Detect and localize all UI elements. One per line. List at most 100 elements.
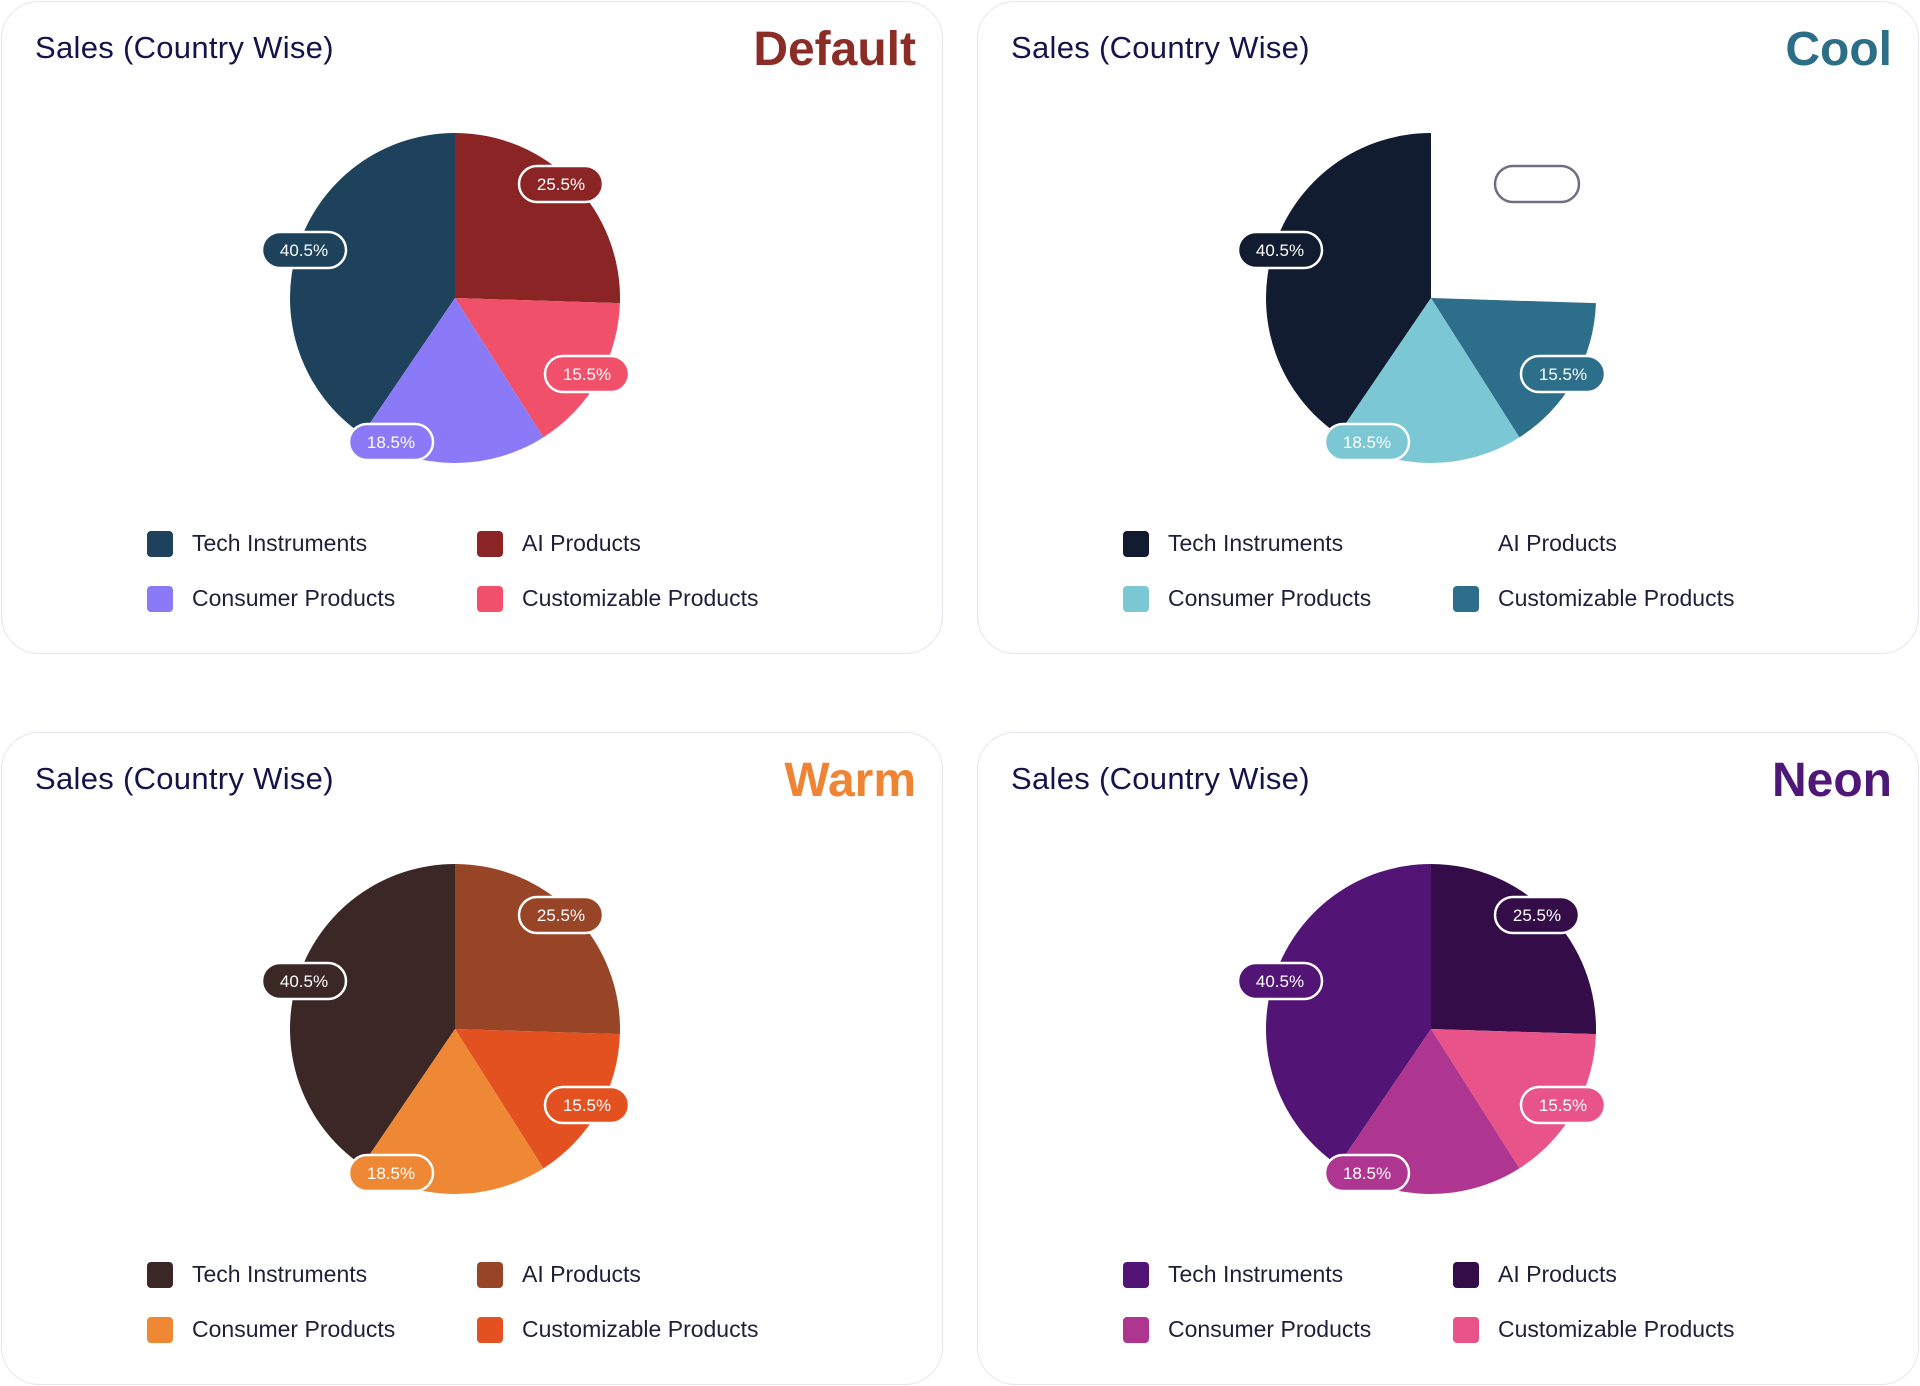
pie-slice-ai-products[interactable] — [455, 864, 620, 1035]
pie-slice-tech-instruments[interactable] — [289, 864, 455, 1166]
data-label: 40.5% — [1256, 241, 1304, 260]
pie-slice-tech-instruments[interactable] — [1266, 133, 1431, 435]
legend: Tech Instruments AI Products Consumer Pr… — [147, 530, 847, 640]
legend-swatch — [1453, 530, 1479, 557]
pie-chart: 40.5% 25.5% 15.5% 18.5% — [260, 864, 631, 1194]
data-label-background — [260, 230, 348, 270]
pie-slice-consumer-products[interactable] — [1338, 298, 1520, 463]
legend-label: Consumer Products — [192, 1316, 396, 1342]
legend-swatch — [477, 1316, 503, 1343]
legend-label: Customizable Products — [522, 585, 759, 611]
data-label-background — [1493, 895, 1581, 935]
pie-slice-customizable-products[interactable] — [1431, 1029, 1596, 1169]
data-label-background — [1493, 164, 1581, 204]
legend-item[interactable]: Consumer Products — [147, 1316, 395, 1343]
data-label-badge: 15.5% — [543, 1085, 631, 1125]
pie-slice-ai-products[interactable] — [1431, 133, 1596, 304]
legend-swatch — [1123, 1316, 1149, 1343]
data-label-badge: 40.5% — [1236, 961, 1324, 1001]
chart-card-default: Sales (Country Wise) Default 40.5% 25.5% 1… — [1, 1, 943, 654]
data-label: 18.5% — [367, 1164, 415, 1183]
data-label-background — [1519, 1085, 1607, 1125]
data-label-background — [1236, 230, 1324, 270]
data-label-background — [543, 1085, 631, 1125]
legend-swatch — [1123, 1261, 1149, 1288]
data-label-background — [347, 1153, 435, 1193]
pie-slice-customizable-products[interactable] — [455, 1029, 620, 1169]
data-label-badge: 25.5% — [517, 895, 605, 935]
pie-slice-customizable-products[interactable] — [455, 298, 620, 438]
pie-slice-tech-instruments[interactable] — [289, 133, 455, 435]
data-label: 15.5% — [1539, 365, 1587, 384]
data-label: 18.5% — [1343, 1164, 1391, 1183]
data-label-background — [517, 164, 605, 204]
data-label: 18.5% — [367, 433, 415, 452]
pie-slice-ai-products[interactable] — [1431, 864, 1596, 1035]
legend-item[interactable]: Customizable Products — [1453, 585, 1735, 612]
legend-item[interactable]: AI Products — [477, 530, 641, 557]
legend-label: Consumer Products — [192, 585, 396, 611]
pie-chart: 40.5% 25.5% 15.5% 18.5% — [1236, 864, 1607, 1194]
legend-swatch — [147, 1316, 173, 1343]
legend-item[interactable]: Tech Instruments — [1123, 1261, 1343, 1288]
data-label: 18.5% — [1343, 433, 1391, 452]
pie-slice-consumer-products[interactable] — [1338, 1029, 1520, 1194]
data-label: 25.5% — [537, 175, 585, 194]
legend-item[interactable]: Tech Instruments — [1123, 530, 1343, 557]
legend-label: Customizable Products — [522, 1316, 759, 1342]
chart-title: Sales (Country Wise) — [35, 30, 334, 65]
legend-label: Consumer Products — [1168, 1316, 1372, 1342]
data-label: 40.5% — [1256, 972, 1304, 991]
chart-title: Sales (Country Wise) — [1011, 30, 1310, 65]
legend: Tech Instruments AI Products Consumer Pr… — [1123, 1261, 1823, 1371]
data-label-badge: 40.5% — [260, 230, 348, 270]
legend-item[interactable]: Consumer Products — [147, 585, 395, 612]
legend-swatch — [1123, 585, 1149, 612]
data-label-badge: 40.5% — [260, 961, 348, 1001]
legend-item[interactable]: Customizable Products — [1453, 1316, 1735, 1343]
legend-item[interactable]: Tech Instruments — [147, 530, 367, 557]
pie-chart: 40.5% 25.5% 15.5% 18.5% — [260, 133, 631, 463]
legend-label: Customizable Products — [1498, 1316, 1735, 1342]
legend-label: Tech Instruments — [1168, 1261, 1344, 1287]
pie-slice-ai-products[interactable] — [455, 133, 620, 304]
legend-label: Consumer Products — [1168, 585, 1372, 611]
legend-label: AI Products — [1498, 530, 1617, 556]
data-label-background — [1519, 354, 1607, 394]
pie-slice-customizable-products[interactable] — [1431, 298, 1596, 438]
pie-slice-tech-instruments[interactable] — [1266, 864, 1431, 1166]
data-label-badge: 15.5% — [1519, 1085, 1607, 1125]
legend: Tech Instruments AI Products Consumer Pr… — [1123, 530, 1823, 640]
chart-card-neon: Sales (Country Wise) Neon 40.5% 25.5% 15.5… — [977, 732, 1919, 1385]
data-label-background — [347, 422, 435, 462]
legend-swatch — [1123, 530, 1149, 557]
data-label-badge: 25.5% — [1493, 895, 1581, 935]
theme-name: Warm — [784, 754, 916, 807]
legend-item[interactable]: Consumer Products — [1123, 1316, 1371, 1343]
data-label: 25.5% — [537, 906, 585, 925]
pie-slice-consumer-products[interactable] — [362, 1029, 544, 1194]
data-label-background — [1236, 961, 1324, 1001]
data-label-background — [517, 895, 605, 935]
legend-item[interactable]: Customizable Products — [477, 585, 759, 612]
theme-name: Cool — [1785, 23, 1892, 76]
legend-item[interactable]: Customizable Products — [477, 1316, 759, 1343]
legend-item[interactable]: AI Products — [1453, 1261, 1617, 1288]
legend: Tech Instruments AI Products Consumer Pr… — [147, 1261, 847, 1371]
legend-item[interactable]: AI Products — [477, 1261, 641, 1288]
legend-label: AI Products — [522, 530, 641, 556]
pie-chart: 40.5% 25.5% 15.5% 18.5% — [1236, 133, 1607, 463]
legend-item[interactable]: Consumer Products — [1123, 585, 1371, 612]
data-label-badge: 25.5% — [1493, 164, 1581, 204]
data-label: 15.5% — [563, 365, 611, 384]
legend-swatch — [147, 530, 173, 557]
chart-card-warm: Sales (Country Wise) Warm 40.5% 25.5% 15.5… — [1, 732, 943, 1385]
legend-swatch — [1453, 585, 1479, 612]
pie-slice-consumer-products[interactable] — [362, 298, 544, 463]
legend-item[interactable]: Tech Instruments — [147, 1261, 367, 1288]
data-label: 40.5% — [280, 972, 328, 991]
legend-item[interactable]: AI Products — [1453, 530, 1617, 557]
legend-label: Tech Instruments — [192, 530, 368, 556]
data-label-badge: 18.5% — [347, 1153, 435, 1193]
theme-name: Neon — [1772, 754, 1892, 807]
